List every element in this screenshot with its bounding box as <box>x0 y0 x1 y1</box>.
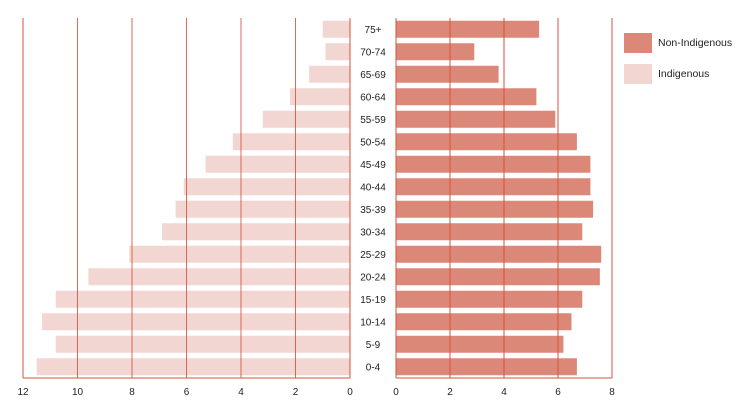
bar-indigenous-50-54 <box>232 133 350 151</box>
bar-non-indigenous-25-29 <box>396 245 602 263</box>
left-tick-label: 0 <box>347 387 353 398</box>
legend-item-non-indigenous: Non-Indigenous <box>624 33 732 53</box>
bar-non-indigenous-55-59 <box>396 110 556 128</box>
bar-indigenous-45-49 <box>205 155 350 173</box>
right-tick-label: 2 <box>447 387 453 398</box>
bar-non-indigenous-70-74 <box>396 43 475 61</box>
bar-non-indigenous-60-64 <box>396 88 537 106</box>
bar-indigenous-0-4 <box>36 358 350 376</box>
bar-indigenous-60-64 <box>290 88 350 106</box>
category-label: 75+ <box>365 25 382 36</box>
category-label: 40-44 <box>360 182 386 193</box>
left-tick-label: 6 <box>184 387 190 398</box>
left-tick-label: 10 <box>72 387 84 398</box>
category-label: 30-34 <box>360 227 386 238</box>
right-tick-label: 6 <box>555 387 561 398</box>
bar-non-indigenous-20-24 <box>396 268 600 286</box>
left-tick-label: 8 <box>129 387 135 398</box>
category-label: 10-14 <box>360 317 386 328</box>
bar-non-indigenous-50-54 <box>396 133 577 151</box>
bar-non-indigenous-40-44 <box>396 178 591 196</box>
legend-swatch <box>624 33 652 53</box>
legend-label: Indigenous <box>658 68 710 80</box>
legend-swatch <box>624 64 652 84</box>
right-tick-label: 0 <box>393 387 399 398</box>
category-label: 55-59 <box>360 115 386 126</box>
bar-non-indigenous-30-34 <box>396 223 583 241</box>
category-label: 35-39 <box>360 205 386 216</box>
category-label: 45-49 <box>360 160 386 171</box>
bar-non-indigenous-0-4 <box>396 358 577 376</box>
bar-indigenous-25-29 <box>129 245 350 263</box>
category-label: 25-29 <box>360 250 386 261</box>
right-tick-label: 8 <box>609 387 615 398</box>
bar-non-indigenous-75+ <box>396 20 540 38</box>
category-label: 50-54 <box>360 137 386 148</box>
bar-indigenous-65-69 <box>309 65 350 83</box>
legend-item-indigenous: Indigenous <box>624 64 732 84</box>
bar-indigenous-35-39 <box>175 200 350 218</box>
bar-indigenous-15-19 <box>55 290 350 308</box>
bar-non-indigenous-65-69 <box>396 65 499 83</box>
bar-non-indigenous-45-49 <box>396 155 591 173</box>
right-tick-label: 4 <box>501 387 507 398</box>
category-label: 0-4 <box>366 362 381 373</box>
bar-indigenous-55-59 <box>262 110 350 128</box>
bar-non-indigenous-10-14 <box>396 313 572 331</box>
bar-indigenous-5-9 <box>55 335 350 353</box>
bar-indigenous-40-44 <box>183 178 350 196</box>
left-tick-label: 12 <box>17 387 29 398</box>
bar-indigenous-70-74 <box>325 43 350 61</box>
category-label: 20-24 <box>360 272 386 283</box>
left-tick-label: 2 <box>293 387 299 398</box>
category-label: 65-69 <box>360 70 386 81</box>
bar-non-indigenous-35-39 <box>396 200 594 218</box>
legend-label: Non-Indigenous <box>658 37 733 49</box>
category-label: 70-74 <box>360 47 386 58</box>
bar-indigenous-75+ <box>322 20 350 38</box>
legend: Non-Indigenous Indigenous <box>624 33 732 95</box>
category-label: 15-19 <box>360 295 386 306</box>
category-label: 60-64 <box>360 92 386 103</box>
bar-indigenous-30-34 <box>161 223 350 241</box>
bar-non-indigenous-15-19 <box>396 290 583 308</box>
left-tick-label: 4 <box>238 387 244 398</box>
bar-non-indigenous-5-9 <box>396 335 564 353</box>
bar-indigenous-20-24 <box>88 268 351 286</box>
category-label: 5-9 <box>366 340 381 351</box>
bar-indigenous-10-14 <box>42 313 350 331</box>
